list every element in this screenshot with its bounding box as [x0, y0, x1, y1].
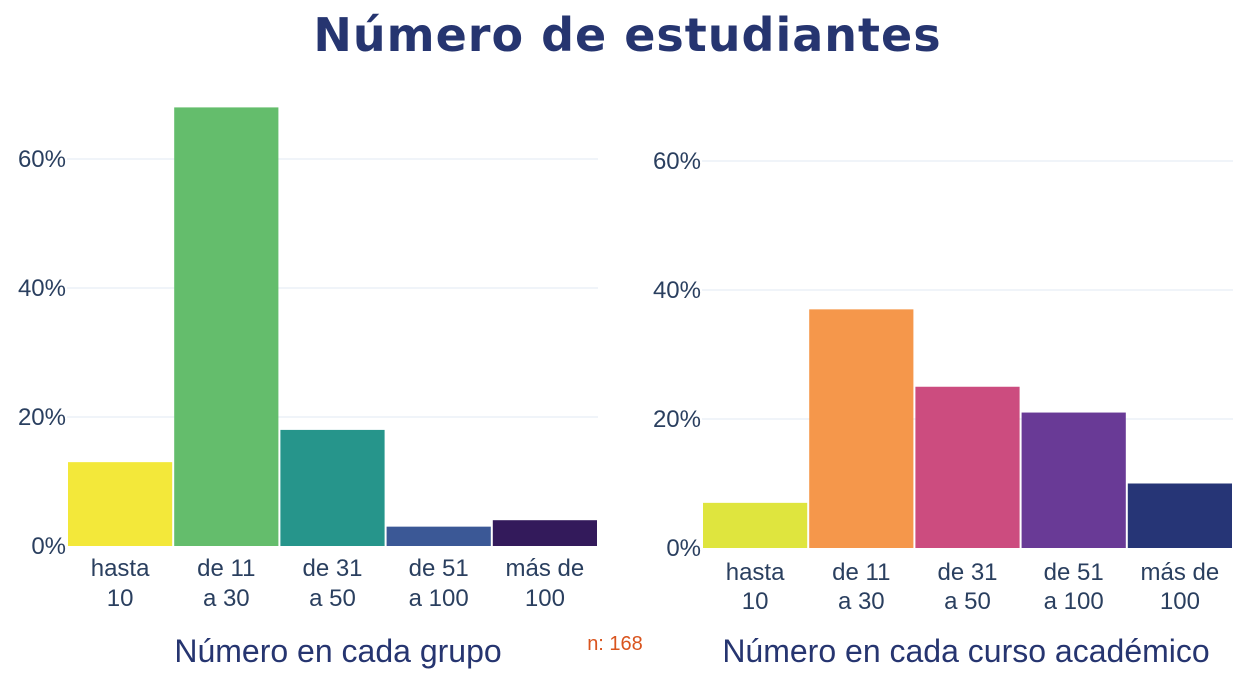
- x-tick-label: de 11: [197, 555, 255, 582]
- x-tick-label: más de: [506, 555, 585, 582]
- bar: [174, 107, 279, 547]
- bar: [280, 429, 385, 546]
- x-tick-label: a 50: [944, 588, 991, 615]
- y-tick-label: 20%: [18, 404, 66, 431]
- x-tick-label: 10: [107, 585, 134, 612]
- x-axis-label: Número en cada curso académico: [722, 633, 1209, 669]
- bar: [68, 462, 173, 546]
- x-tick-label: hasta: [91, 555, 150, 582]
- y-tick-label: 0%: [666, 535, 701, 562]
- y-tick-label: 40%: [18, 275, 66, 302]
- x-tick-label: más de: [1141, 559, 1220, 586]
- bar: [809, 309, 914, 548]
- bar: [1127, 483, 1232, 548]
- x-tick-label: a 100: [1044, 588, 1104, 615]
- bar: [915, 386, 1020, 548]
- bar: [1021, 412, 1126, 548]
- x-tick-label: de 31: [937, 559, 997, 586]
- x-axis-label: Número en cada grupo: [174, 633, 501, 669]
- x-tick-label: hasta: [726, 559, 785, 586]
- y-tick-label: 20%: [653, 406, 701, 433]
- y-tick-label: 40%: [653, 277, 701, 304]
- x-tick-label: a 30: [203, 585, 250, 612]
- y-tick-label: 0%: [31, 533, 66, 560]
- x-tick-label: a 100: [409, 585, 469, 612]
- y-tick-label: 60%: [18, 146, 66, 173]
- x-tick-label: de 51: [1044, 559, 1104, 586]
- x-tick-label: de 31: [302, 555, 362, 582]
- y-tick-label: 60%: [653, 148, 701, 175]
- chart-panel-group: 0% 20% 40% 60% hasta 10 de 11 a 30 de 31 a 50 de 5…: [18, 107, 598, 669]
- x-tick-label: a 50: [309, 585, 356, 612]
- chart-title: Número de estudiantes: [313, 8, 942, 62]
- bar: [703, 502, 808, 548]
- x-tick-label: de 51: [409, 555, 469, 582]
- x-tick-label: a 30: [838, 588, 885, 615]
- bar: [386, 526, 491, 546]
- bar: [492, 520, 597, 546]
- x-tick-label: 100: [1160, 588, 1200, 615]
- x-tick-label: 100: [525, 585, 565, 612]
- x-tick-label: 10: [742, 588, 769, 615]
- x-tick-label: de 11: [832, 559, 890, 586]
- sample-size-note: n: 168: [587, 633, 643, 655]
